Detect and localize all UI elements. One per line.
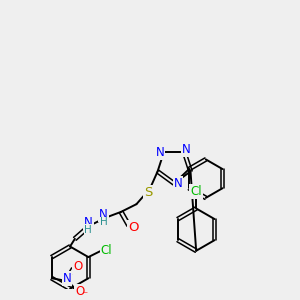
Text: H: H [100, 218, 108, 227]
Text: Cl: Cl [101, 244, 112, 257]
Text: N: N [99, 208, 108, 221]
Text: ⁻: ⁻ [82, 291, 87, 300]
Text: O: O [128, 221, 139, 234]
Text: N: N [63, 272, 71, 285]
Text: H: H [85, 225, 92, 235]
Text: N: N [182, 143, 190, 156]
Text: S: S [144, 186, 152, 199]
Text: N: N [156, 146, 164, 159]
Text: Cl: Cl [190, 184, 202, 198]
Text: N: N [173, 177, 182, 190]
Text: O: O [73, 260, 82, 273]
Text: O: O [75, 285, 84, 298]
Text: N: N [84, 216, 93, 229]
